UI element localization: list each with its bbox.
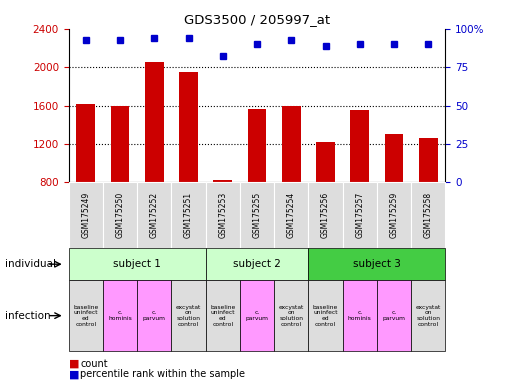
Bar <box>206 182 240 248</box>
Text: excystat
on
solution
control: excystat on solution control <box>176 305 201 327</box>
Text: GSM175255: GSM175255 <box>252 192 262 238</box>
Text: GSM175250: GSM175250 <box>116 192 125 238</box>
Text: baseline
uninfect
ed
control: baseline uninfect ed control <box>73 305 98 327</box>
Text: subject 1: subject 1 <box>114 259 161 269</box>
Bar <box>240 280 274 351</box>
Title: GDS3500 / 205997_at: GDS3500 / 205997_at <box>184 13 330 26</box>
Bar <box>69 182 103 248</box>
Text: subject 3: subject 3 <box>353 259 401 269</box>
Bar <box>411 280 445 351</box>
Bar <box>377 182 411 248</box>
Bar <box>343 182 377 248</box>
Bar <box>419 138 438 182</box>
Bar <box>343 280 377 351</box>
Text: GSM175257: GSM175257 <box>355 192 364 238</box>
Text: c.
hominis: c. hominis <box>108 310 132 321</box>
Bar <box>76 104 95 182</box>
Bar <box>179 72 198 182</box>
Text: GSM175259: GSM175259 <box>389 192 399 238</box>
Text: GSM175254: GSM175254 <box>287 192 296 238</box>
Text: ■: ■ <box>69 359 79 369</box>
Bar <box>247 109 267 182</box>
Text: baseline
uninfect
ed
control: baseline uninfect ed control <box>210 305 236 327</box>
Bar <box>308 248 445 280</box>
Text: ■: ■ <box>69 369 79 379</box>
Text: GSM175256: GSM175256 <box>321 192 330 238</box>
Bar <box>69 248 206 280</box>
Text: excystat
on
solution
control: excystat on solution control <box>278 305 304 327</box>
Bar <box>274 280 308 351</box>
Text: individual: individual <box>5 259 56 269</box>
Bar <box>274 182 308 248</box>
Bar <box>213 180 232 182</box>
Bar <box>206 280 240 351</box>
Text: GSM175253: GSM175253 <box>218 192 228 238</box>
Bar <box>282 106 301 182</box>
Text: c.
hominis: c. hominis <box>348 310 372 321</box>
Bar <box>172 182 206 248</box>
Text: c.
parvum: c. parvum <box>143 310 166 321</box>
Text: count: count <box>80 359 108 369</box>
Text: baseline
uninfect
ed
control: baseline uninfect ed control <box>313 305 338 327</box>
Bar <box>110 106 129 182</box>
Bar <box>350 110 369 182</box>
Text: excystat
on
solution
control: excystat on solution control <box>415 305 441 327</box>
Text: GSM175252: GSM175252 <box>150 192 159 238</box>
Bar <box>172 280 206 351</box>
Text: c.
parvum: c. parvum <box>382 310 406 321</box>
Bar <box>206 248 308 280</box>
Bar <box>377 280 411 351</box>
Bar <box>145 62 164 182</box>
Text: subject 2: subject 2 <box>233 259 281 269</box>
Bar <box>411 182 445 248</box>
Bar <box>316 142 335 182</box>
Bar <box>385 134 404 182</box>
Bar <box>137 182 172 248</box>
Text: GSM175249: GSM175249 <box>81 192 90 238</box>
Bar <box>308 280 343 351</box>
Bar <box>137 280 172 351</box>
Text: percentile rank within the sample: percentile rank within the sample <box>80 369 245 379</box>
Bar <box>308 182 343 248</box>
Text: GSM175258: GSM175258 <box>424 192 433 238</box>
Text: c.
parvum: c. parvum <box>245 310 269 321</box>
Text: GSM175251: GSM175251 <box>184 192 193 238</box>
Text: infection: infection <box>5 311 51 321</box>
Bar <box>103 280 137 351</box>
Bar <box>240 182 274 248</box>
Bar <box>69 280 103 351</box>
Bar <box>103 182 137 248</box>
